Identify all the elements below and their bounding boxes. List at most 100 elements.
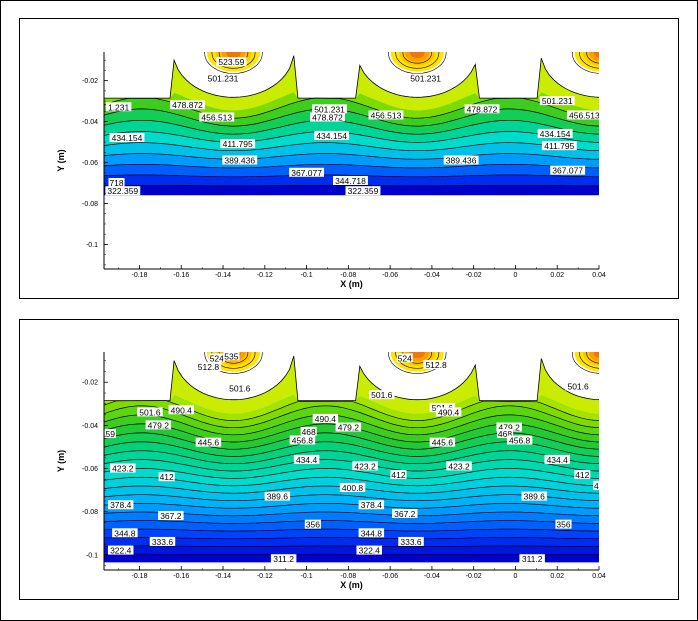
contour-band bbox=[104, 355, 599, 414]
contour-line bbox=[104, 459, 599, 472]
contour-line bbox=[104, 545, 599, 547]
contour-line bbox=[104, 537, 599, 540]
contour-label: 322.359 bbox=[105, 186, 141, 196]
svg-text:512.8: 512.8 bbox=[425, 360, 447, 370]
svg-text:434.154: 434.154 bbox=[112, 133, 143, 143]
contour-line bbox=[104, 174, 599, 178]
svg-text:400.8: 400.8 bbox=[342, 483, 364, 493]
contour-label: 512.8 bbox=[195, 362, 222, 372]
contour-line bbox=[211, 52, 256, 69]
svg-text:490.4: 490.4 bbox=[171, 405, 193, 415]
contour-line bbox=[388, 52, 447, 74]
svg-text:445.6: 445.6 bbox=[432, 438, 454, 448]
contour-label: 322.4 bbox=[107, 545, 134, 556]
svg-text:356: 356 bbox=[556, 520, 570, 530]
svg-text:501.231: 501.231 bbox=[410, 74, 441, 84]
contour-label: 512.8 bbox=[423, 359, 449, 370]
contour-band bbox=[104, 120, 599, 143]
contour-label: 344.718 bbox=[333, 175, 368, 186]
contour-band bbox=[104, 554, 599, 563]
contour-line bbox=[104, 528, 599, 532]
x-tick-label: -0.1 bbox=[301, 272, 313, 279]
contour-label: 445.6 bbox=[429, 437, 456, 448]
contour-label: 501.6 bbox=[565, 381, 591, 392]
contour-label: 367.077 bbox=[289, 167, 325, 178]
contour-band bbox=[104, 503, 599, 516]
contour-label: 490.4 bbox=[435, 407, 462, 417]
svg-text:344.718: 344.718 bbox=[335, 176, 366, 186]
hot-spot bbox=[589, 352, 599, 362]
contour-label: 400 bbox=[593, 480, 599, 491]
y-tick-label: -0.1 bbox=[86, 242, 98, 249]
svg-text:434.154: 434.154 bbox=[540, 129, 571, 139]
svg-text:411.795: 411.795 bbox=[544, 141, 574, 151]
contour-line bbox=[104, 450, 599, 465]
contour-label: 423.2 bbox=[110, 463, 136, 474]
contour-label: 356 bbox=[555, 519, 572, 530]
contour-label: 501.6 bbox=[137, 407, 163, 417]
contour-label: 456.8 bbox=[506, 435, 533, 445]
contour-label: 423.2 bbox=[352, 461, 378, 471]
contour-label: 411.795 bbox=[541, 141, 577, 151]
contour-label: 490.4 bbox=[312, 413, 339, 424]
svg-text:389.436: 389.436 bbox=[446, 156, 477, 166]
contour-band bbox=[104, 55, 599, 111]
contour-line bbox=[104, 119, 599, 135]
y-tick-label: -0.04 bbox=[82, 423, 98, 430]
contour-line bbox=[204, 352, 263, 374]
contour-band bbox=[104, 537, 599, 547]
svg-text:456.513: 456.513 bbox=[371, 110, 402, 120]
contour-line bbox=[104, 432, 599, 450]
contour-label: 434.154 bbox=[109, 132, 145, 143]
svg-text:490.4: 490.4 bbox=[315, 414, 337, 424]
contour-line bbox=[211, 352, 256, 369]
x-tick-label: -0.14 bbox=[215, 272, 231, 279]
x-tick-label: -0.06 bbox=[382, 573, 398, 580]
y-tick-label: -0.02 bbox=[82, 78, 98, 85]
svg-text:1.231: 1.231 bbox=[108, 102, 130, 112]
x-tick-label: 0.02 bbox=[550, 573, 564, 580]
contour-band bbox=[104, 486, 599, 501]
svg-text:501.231: 501.231 bbox=[314, 104, 345, 114]
contour-line bbox=[104, 414, 599, 436]
hot-spot bbox=[226, 52, 241, 59]
svg-text:367.2: 367.2 bbox=[160, 511, 182, 521]
contour-band bbox=[104, 520, 599, 532]
contour-line bbox=[586, 352, 599, 364]
contour-line bbox=[104, 184, 599, 187]
contour-label: 434.4 bbox=[544, 454, 570, 465]
contour-label: 434.4 bbox=[293, 454, 320, 465]
svg-text:445.6: 445.6 bbox=[198, 438, 220, 448]
svg-text:311.2: 311.2 bbox=[273, 554, 294, 564]
svg-text:718: 718 bbox=[109, 178, 123, 188]
hot-spot bbox=[583, 352, 599, 366]
svg-text:59: 59 bbox=[106, 429, 116, 439]
contour-label: 333.6 bbox=[398, 536, 424, 547]
hot-spot bbox=[410, 52, 425, 59]
contour-line bbox=[388, 352, 447, 374]
contour-band bbox=[104, 394, 599, 421]
svg-text:389.6: 389.6 bbox=[267, 492, 289, 502]
contour-band bbox=[104, 512, 599, 524]
hot-spot bbox=[593, 352, 599, 358]
svg-text:523.59: 523.59 bbox=[218, 57, 244, 67]
contour-label: 322.359 bbox=[345, 186, 381, 196]
contour-label: 389.6 bbox=[264, 491, 291, 502]
svg-text:524: 524 bbox=[398, 353, 412, 363]
contour-label: 523.59 bbox=[216, 57, 247, 67]
contour-label: 479.2 bbox=[496, 422, 522, 433]
contour-label: 524 bbox=[208, 353, 225, 363]
x-axis-label: X (m) bbox=[340, 580, 363, 590]
contour-band bbox=[104, 529, 599, 539]
y-tick-label: -0.06 bbox=[82, 160, 98, 167]
x-tick-label: 0 bbox=[514, 272, 518, 279]
contour-band bbox=[104, 468, 599, 486]
contour-label: 367.2 bbox=[158, 511, 184, 521]
svg-text:501.6: 501.6 bbox=[567, 382, 589, 392]
contour-label: 501.6 bbox=[227, 383, 253, 394]
y-tick-label: -0.02 bbox=[82, 380, 98, 387]
x-tick-label: -0.02 bbox=[466, 272, 482, 279]
x-tick-label: 0.04 bbox=[592, 573, 606, 580]
contour-label: 501.231 bbox=[408, 73, 444, 84]
